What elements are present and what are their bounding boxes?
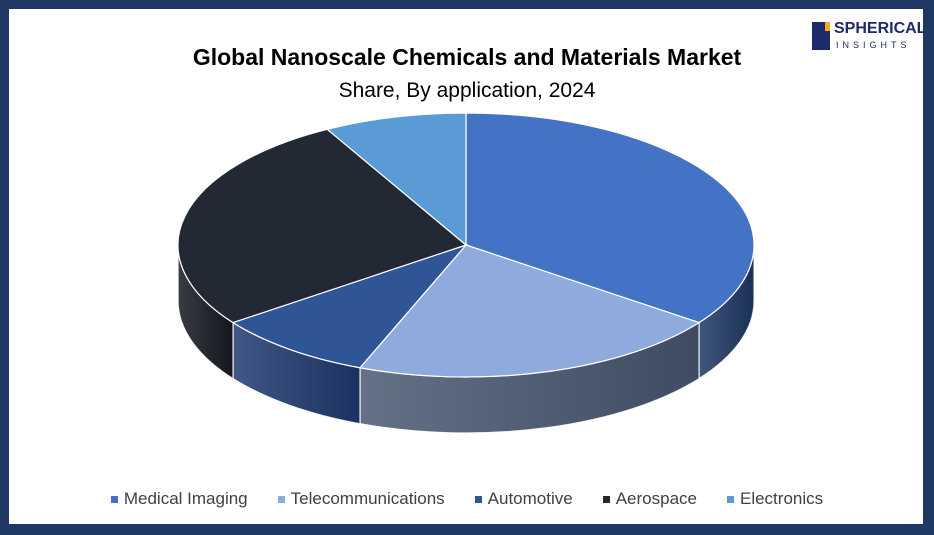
legend-label: Electronics <box>739 489 824 508</box>
legend-item: Medical Imaging <box>110 489 248 509</box>
legend-swatch <box>474 495 482 503</box>
pie-slice-medical-imaging <box>465 112 755 324</box>
pie-slice-aerospace <box>177 128 468 324</box>
legend-item: Automotive <box>474 489 573 509</box>
chart-subtitle: Share, By application, 2024 <box>338 79 596 102</box>
legend-swatch <box>277 495 285 503</box>
pie-side-shade <box>698 245 754 379</box>
legend-label: Aerospace <box>615 489 697 508</box>
logo-text-line2: INSIGHTS <box>836 40 911 50</box>
pie-slice-electronics <box>325 112 467 247</box>
pie-side-shade <box>233 322 360 424</box>
legend-label: Medical Imaging <box>123 489 248 508</box>
logo-text-line1: SPHERICAL <box>834 20 927 37</box>
legend-swatch <box>110 495 118 503</box>
legend-item: Telecommunications <box>277 489 445 509</box>
chart-title: Global Nanoscale Chemicals and Materials… <box>192 44 742 70</box>
pie-slice-telecommunications <box>358 244 701 378</box>
pie-slice-automotive <box>231 243 468 369</box>
legend-swatch <box>602 495 610 503</box>
legend-swatch <box>726 495 734 503</box>
chart-legend: Medical Imaging Telecommunications Automot… <box>0 489 934 509</box>
legend-item: Electronics <box>726 489 824 509</box>
legend-label: Telecommunications <box>290 489 445 508</box>
pie-side-shade <box>359 322 699 433</box>
spherical-insights-logo: SPHERICAL INSIGHTS <box>812 20 926 56</box>
legend-item: Aerospace <box>602 489 697 509</box>
logo-icon <box>812 22 830 50</box>
pie-side-shade <box>178 245 234 379</box>
legend-label: Automotive <box>487 489 573 508</box>
